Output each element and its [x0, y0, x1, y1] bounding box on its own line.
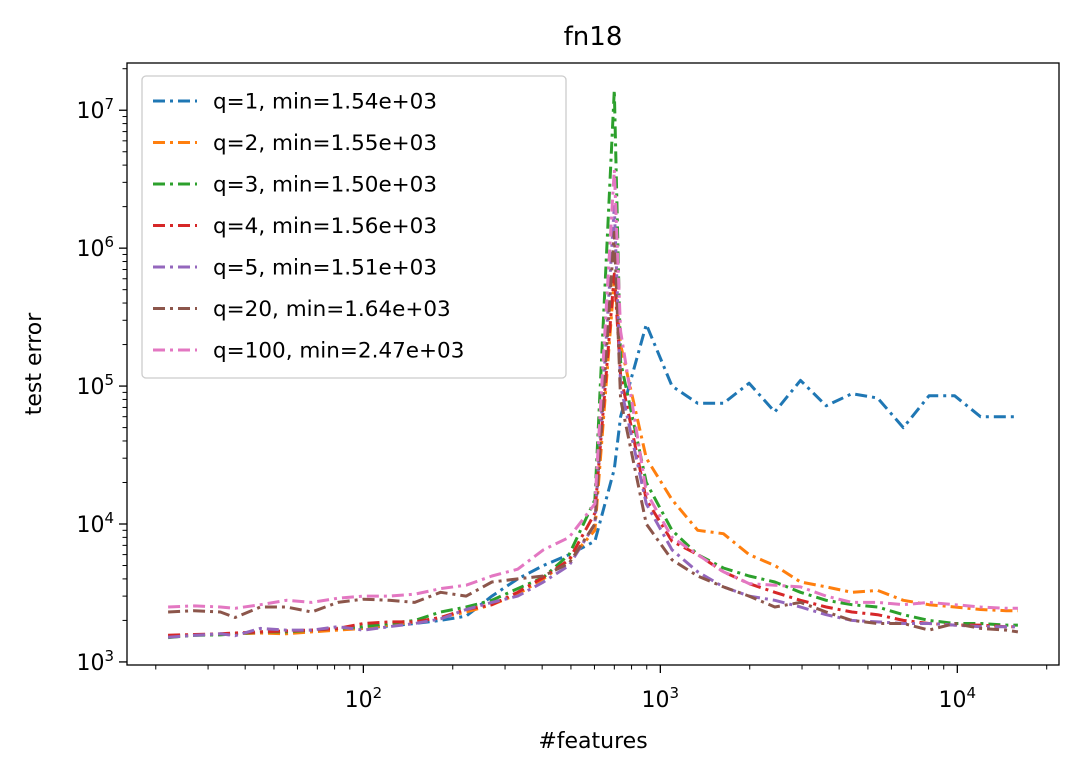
y-axis-label: test error: [22, 312, 47, 415]
series-line-6: [168, 168, 1018, 610]
series-line-5: [168, 230, 1019, 634]
legend: q=1, min=1.54e+03 q=2, min=1.55e+03 q=3, m…: [141, 75, 567, 379]
y-tick-label: 103: [76, 647, 114, 676]
legend-label-4: q=5, min=1.51e+03: [213, 256, 437, 281]
legend-frame: [141, 75, 567, 379]
legend-label-5: q=20, min=1.64e+03: [213, 297, 451, 322]
legend-label-6: q=100, min=2.47e+03: [213, 339, 464, 364]
chart-title: fn18: [564, 22, 623, 52]
x-axis-label: #features: [538, 729, 647, 754]
series-line-2: [167, 88, 1018, 640]
series-line-0: [168, 322, 1018, 638]
legend-label-1: q=2, min=1.55e+03: [213, 131, 437, 156]
series-line-3: [168, 272, 1018, 637]
series-layer: [167, 88, 1019, 640]
y-tick-label: 107: [76, 95, 114, 124]
y-tick-label: 105: [76, 371, 114, 400]
x-axis-ticks: 102 103 104: [155, 665, 1048, 713]
legend-label-3: q=4, min=1.56e+03: [213, 214, 437, 239]
x-tick-label: 104: [939, 684, 977, 713]
x-tick-label: 102: [345, 684, 383, 713]
plot-frame: [126, 62, 1060, 666]
x-tick-label: 103: [642, 684, 680, 713]
y-tick-label: 104: [76, 509, 114, 538]
y-tick-label: 106: [76, 233, 114, 262]
y-axis-ticks: 103 104 105 106 107: [76, 68, 127, 676]
legend-label-0: q=1, min=1.54e+03: [213, 90, 437, 115]
legend-label-2: q=3, min=1.50e+03: [213, 173, 437, 198]
